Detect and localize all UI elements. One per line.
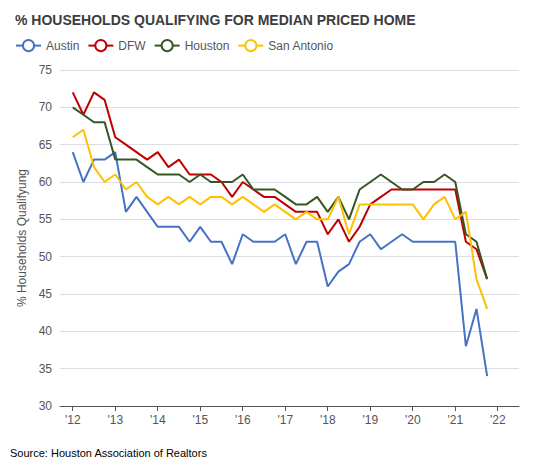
svg-text:'19: '19 [362,413,378,427]
svg-text:55: 55 [39,212,53,226]
svg-text:75: 75 [39,63,53,77]
svg-text:'12: '12 [65,413,81,427]
svg-text:DFW: DFW [118,39,146,53]
svg-text:% Households Qualifyung: % Households Qualifyung [15,169,29,307]
svg-text:'17: '17 [277,413,293,427]
svg-text:40: 40 [39,324,53,338]
svg-text:Houston: Houston [185,39,230,53]
svg-text:70: 70 [39,100,53,114]
svg-text:'22: '22 [490,413,506,427]
svg-text:Austin: Austin [46,39,79,53]
svg-text:'16: '16 [235,413,251,427]
svg-text:30: 30 [39,399,53,413]
svg-text:% HOUSEHOLDS QUALIFYING FOR ME: % HOUSEHOLDS QUALIFYING FOR MEDIAN PRICE… [15,12,416,28]
svg-text:60: 60 [39,175,53,189]
svg-text:'15: '15 [192,413,208,427]
svg-text:50: 50 [39,250,53,264]
svg-text:Source: Houston Association of: Source: Houston Association of Realtors [10,447,207,459]
svg-text:'14: '14 [150,413,166,427]
svg-text:'18: '18 [320,413,336,427]
svg-text:35: 35 [39,362,53,376]
svg-text:'13: '13 [107,413,123,427]
svg-text:45: 45 [39,287,53,301]
svg-text:65: 65 [39,138,53,152]
svg-text:San Antonio: San Antonio [268,39,333,53]
svg-text:'21: '21 [447,413,463,427]
svg-text:'20: '20 [405,413,421,427]
